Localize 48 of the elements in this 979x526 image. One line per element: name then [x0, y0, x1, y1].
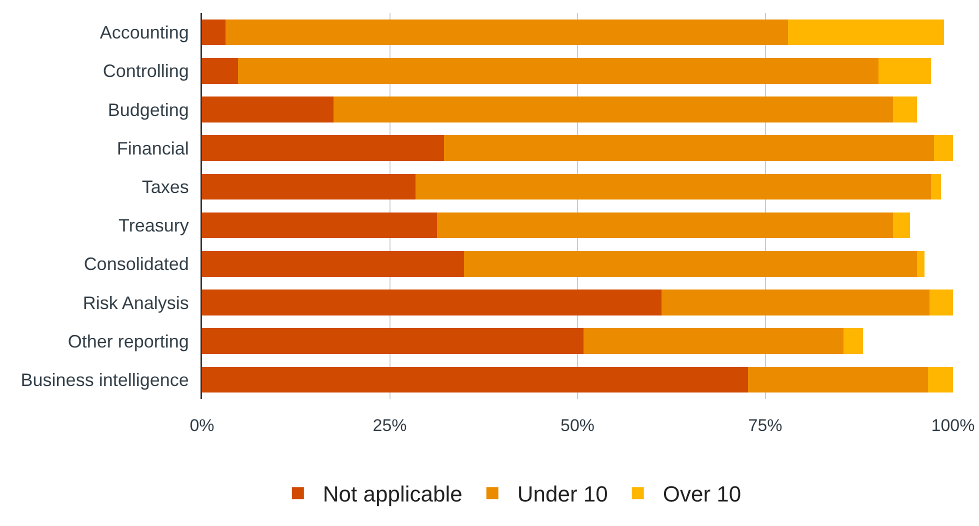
- bar: [202, 19, 226, 46]
- bar: [878, 58, 932, 84]
- bar: [788, 19, 944, 46]
- bar: [202, 212, 438, 238]
- bar: [202, 58, 238, 84]
- bar: [202, 328, 584, 354]
- x-tick-label: 25%: [372, 416, 407, 435]
- bar: [916, 250, 924, 277]
- bar: [437, 212, 893, 238]
- x-tick-label: 100%: [931, 416, 975, 435]
- bar: [934, 135, 953, 162]
- bar: [748, 366, 928, 393]
- x-tick-label: 75%: [748, 416, 782, 435]
- bar: [930, 290, 953, 316]
- bar: [202, 290, 662, 316]
- bar: [333, 96, 893, 122]
- bar: [843, 328, 863, 354]
- bar: [892, 212, 910, 238]
- bar: [238, 58, 879, 84]
- bar: [202, 135, 444, 162]
- x-tick-label: 50%: [560, 416, 595, 435]
- legend-label: Not applicable: [322, 482, 462, 507]
- bar: [464, 250, 917, 277]
- bar: [202, 366, 748, 393]
- bar: [662, 290, 930, 316]
- bar: [202, 250, 464, 277]
- bar: [202, 96, 334, 122]
- y-tick-label: Risk Analysis: [82, 292, 189, 313]
- y-tick-label: Other reporting: [68, 331, 189, 352]
- y-tick-label: Treasury: [118, 216, 189, 236]
- bar: [928, 366, 953, 393]
- bar: [225, 19, 788, 46]
- legend-label: Under 10: [517, 482, 608, 507]
- bar: [892, 96, 917, 122]
- bar: [202, 174, 416, 200]
- bar: [444, 135, 934, 162]
- y-tick-label: Budgeting: [108, 100, 189, 120]
- bar: [584, 328, 844, 354]
- y-tick-label: Accounting: [100, 22, 189, 43]
- y-tick-label: Consolidated: [84, 254, 189, 274]
- x-tick-label: 0%: [190, 416, 214, 435]
- bar: [931, 174, 941, 200]
- y-tick-label: Controlling: [102, 61, 189, 82]
- y-tick-label: Financial: [116, 138, 189, 158]
- bar: [415, 174, 932, 200]
- y-tick-label: Business intelligence: [20, 370, 189, 390]
- legend-label: Over 10: [662, 482, 742, 507]
- y-tick-label: Taxes: [142, 177, 189, 197]
